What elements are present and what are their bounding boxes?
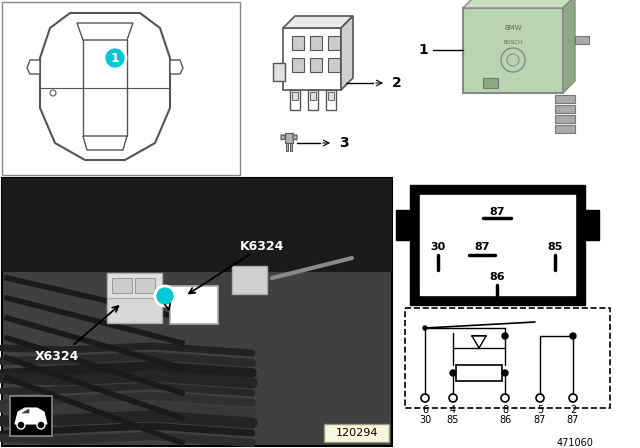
Text: X6324: X6324 <box>35 349 79 362</box>
Bar <box>283 28 341 90</box>
Bar <box>2 2 240 175</box>
Text: 86: 86 <box>489 272 505 282</box>
Polygon shape <box>40 13 170 160</box>
Text: 5: 5 <box>537 405 543 415</box>
Bar <box>310 36 322 50</box>
Text: 1: 1 <box>419 43 428 57</box>
Bar <box>583 210 599 240</box>
Bar <box>555 125 575 133</box>
Circle shape <box>450 370 456 376</box>
Bar <box>232 266 267 294</box>
Bar <box>328 58 340 72</box>
Bar <box>483 78 498 88</box>
Bar <box>463 8 563 93</box>
Bar <box>396 210 412 240</box>
Circle shape <box>421 394 429 402</box>
Bar <box>555 95 575 103</box>
Circle shape <box>104 47 126 69</box>
Polygon shape <box>77 23 133 40</box>
Bar <box>292 92 298 100</box>
Text: BMW: BMW <box>504 25 522 31</box>
Circle shape <box>155 286 175 306</box>
Polygon shape <box>83 136 127 150</box>
Circle shape <box>569 394 577 402</box>
Text: 85: 85 <box>447 415 459 425</box>
Circle shape <box>423 326 427 330</box>
Bar <box>290 90 300 110</box>
Bar <box>555 115 575 123</box>
Bar <box>290 143 292 151</box>
Bar <box>410 185 585 305</box>
Polygon shape <box>27 60 40 74</box>
Polygon shape <box>293 135 297 140</box>
Text: K6324: K6324 <box>240 240 284 253</box>
Circle shape <box>502 333 508 339</box>
Bar <box>310 92 316 100</box>
Polygon shape <box>463 0 575 8</box>
Text: 2: 2 <box>570 405 576 415</box>
Text: 1: 1 <box>161 291 169 301</box>
Circle shape <box>501 394 509 402</box>
Bar <box>286 143 288 151</box>
Circle shape <box>536 394 544 402</box>
Bar <box>292 36 304 50</box>
Text: 87: 87 <box>474 242 490 252</box>
Polygon shape <box>281 135 285 140</box>
Bar <box>107 273 162 323</box>
Text: 85: 85 <box>547 242 563 252</box>
Circle shape <box>37 421 45 429</box>
Text: 4: 4 <box>450 405 456 415</box>
Bar <box>420 195 575 295</box>
Bar <box>555 105 575 113</box>
Bar <box>405 308 610 408</box>
Bar <box>575 36 589 44</box>
Text: 30: 30 <box>430 242 445 252</box>
Text: 3: 3 <box>339 136 349 150</box>
Polygon shape <box>15 408 47 424</box>
Bar <box>285 133 293 143</box>
Bar <box>10 396 52 436</box>
Bar <box>326 90 336 110</box>
Polygon shape <box>341 16 353 90</box>
Bar <box>456 365 502 381</box>
Text: 87: 87 <box>534 415 546 425</box>
Bar <box>2 178 392 272</box>
Bar <box>310 58 322 72</box>
Bar <box>107 273 162 298</box>
Bar <box>328 92 334 100</box>
Text: BOSCH: BOSCH <box>504 40 523 46</box>
Circle shape <box>449 394 457 402</box>
Polygon shape <box>170 60 183 74</box>
Bar <box>112 278 132 293</box>
Text: 6: 6 <box>422 405 428 415</box>
Text: 120294: 120294 <box>336 428 378 438</box>
Polygon shape <box>472 336 486 348</box>
Bar <box>324 424 389 442</box>
Bar <box>170 286 218 324</box>
Bar <box>273 63 285 81</box>
Polygon shape <box>283 16 353 28</box>
Text: 30: 30 <box>419 415 431 425</box>
Polygon shape <box>563 0 575 93</box>
Circle shape <box>502 370 508 376</box>
Bar <box>328 36 340 50</box>
Text: 87: 87 <box>567 415 579 425</box>
Bar <box>135 278 155 293</box>
Text: 87: 87 <box>489 207 505 217</box>
Bar <box>308 90 318 110</box>
Text: 2: 2 <box>392 76 402 90</box>
Circle shape <box>50 90 56 96</box>
Text: 86: 86 <box>499 415 511 425</box>
Text: 8: 8 <box>502 405 508 415</box>
Text: 1: 1 <box>111 52 120 65</box>
Polygon shape <box>22 409 29 413</box>
Circle shape <box>17 421 25 429</box>
Bar <box>2 178 392 446</box>
Text: 471060: 471060 <box>557 438 593 448</box>
Bar <box>292 58 304 72</box>
Circle shape <box>570 333 576 339</box>
